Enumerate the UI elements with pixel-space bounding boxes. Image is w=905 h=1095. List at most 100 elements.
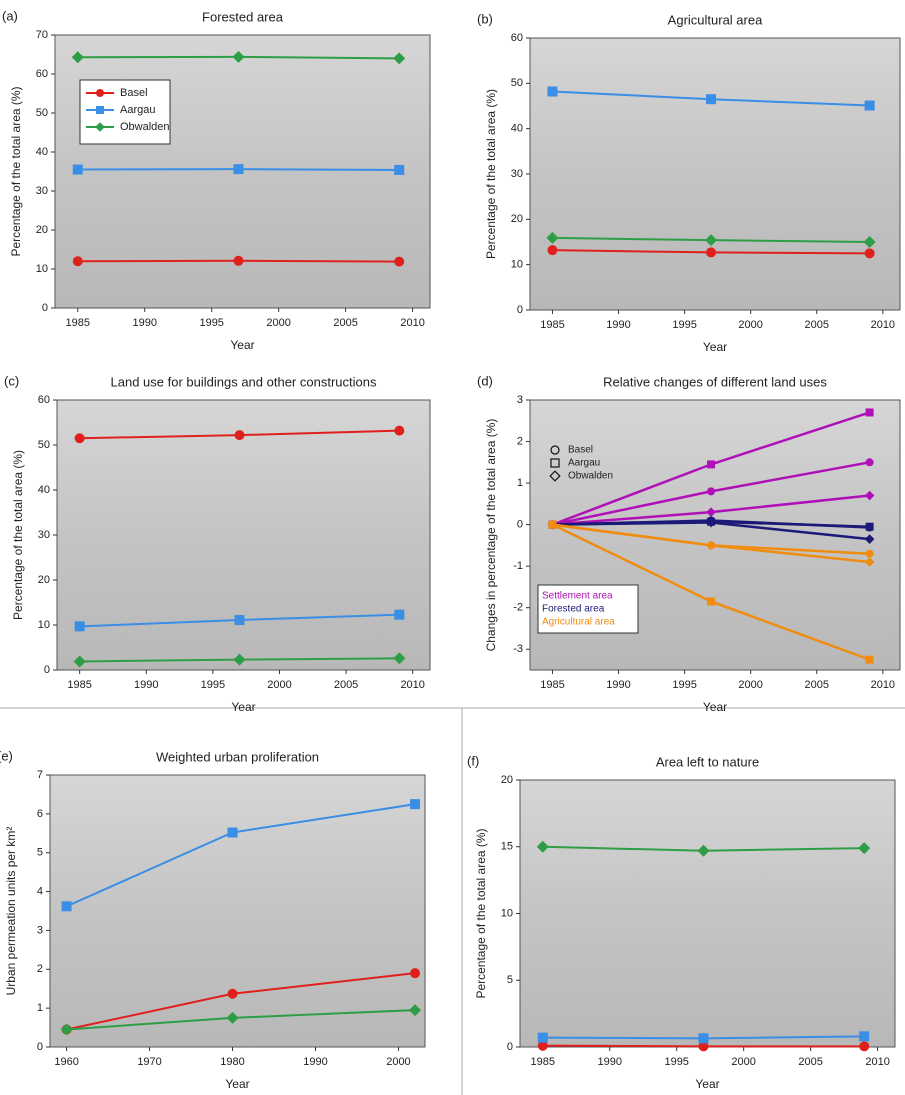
legend-label: Aargau [568, 458, 600, 469]
y-tick-label: 50 [511, 77, 523, 89]
y-tick-label: 0 [42, 302, 48, 314]
marker [865, 549, 874, 558]
x-tick-label: 2005 [805, 679, 829, 691]
x-tick-label: 1985 [531, 1056, 555, 1068]
chart-title: Area left to nature [656, 754, 759, 769]
chart-title: Land use for buildings and other constru… [111, 374, 377, 389]
marker [706, 247, 717, 258]
x-tick-label: 1990 [606, 679, 630, 691]
x-tick-label: 1990 [303, 1056, 327, 1068]
marker [865, 408, 874, 417]
marker [698, 1041, 709, 1052]
legend-label: Forested area [542, 604, 605, 615]
marker [858, 842, 871, 855]
y-tick-label: 3 [37, 924, 43, 936]
y-tick-label: 60 [36, 68, 48, 80]
y-tick-label: 10 [36, 263, 48, 275]
marker [536, 840, 549, 853]
y-tick-label: 10 [511, 259, 523, 271]
marker [95, 122, 105, 132]
marker [234, 430, 245, 441]
marker [410, 799, 421, 810]
marker [227, 988, 238, 999]
y-tick-label: 30 [38, 529, 50, 541]
y-tick-label: -1 [513, 560, 523, 572]
x-tick-label: 2010 [400, 679, 424, 691]
x-tick-label: 1990 [134, 679, 158, 691]
y-tick-label: 0 [507, 1041, 513, 1053]
y-tick-label: 10 [38, 619, 50, 631]
chart-title: Forested area [202, 9, 284, 24]
y-tick-label: 0 [517, 519, 523, 531]
x-tick-label: 1990 [132, 317, 156, 329]
marker [705, 234, 718, 247]
marker [864, 534, 875, 544]
marker [865, 655, 874, 664]
x-tick-label: 1995 [199, 317, 223, 329]
x-tick-label: 2010 [871, 679, 895, 691]
x-tick-label: 1985 [67, 679, 91, 691]
y-tick-label: 1 [37, 1002, 43, 1014]
y-tick-label: 50 [36, 107, 48, 119]
marker [697, 844, 710, 857]
marker [71, 51, 84, 64]
panel-label: (b) [477, 11, 493, 26]
marker [550, 458, 560, 468]
marker [863, 236, 876, 248]
marker [227, 827, 238, 838]
y-tick-label: 4 [37, 885, 43, 897]
marker [865, 458, 874, 467]
plot-background [56, 399, 431, 671]
y-tick-label: 2 [37, 963, 43, 975]
marker [864, 557, 875, 567]
y-tick-label: 1 [517, 477, 523, 489]
y-tick-label: 40 [36, 146, 48, 158]
y-tick-label: 15 [501, 841, 513, 853]
marker [393, 652, 406, 665]
y-tick-label: 20 [501, 774, 513, 786]
marker [707, 597, 716, 606]
panel-label: (a) [2, 8, 18, 23]
y-tick-label: -3 [513, 643, 523, 655]
x-tick-label: 2010 [865, 1056, 889, 1068]
x-tick-label: 1980 [220, 1056, 244, 1068]
y-tick-label: 70 [36, 29, 48, 41]
y-tick-label: 60 [38, 394, 50, 406]
legend-label: Obwalden [120, 121, 170, 133]
marker [537, 1040, 548, 1051]
x-tick-label: 1995 [664, 1056, 688, 1068]
y-axis-label: Percentage of the total area (%) [9, 86, 23, 256]
marker [537, 1032, 548, 1043]
legend-label: Aargau [120, 104, 155, 116]
y-tick-label: 2 [517, 435, 523, 447]
marker [864, 100, 875, 111]
marker [234, 615, 245, 626]
marker [394, 256, 405, 267]
marker [61, 901, 72, 912]
y-axis-label: Urban permeation units per km² [4, 827, 18, 996]
x-axis-label: Year [695, 1077, 719, 1091]
marker [96, 106, 104, 114]
x-tick-label: 2010 [871, 319, 895, 331]
marker [864, 490, 875, 501]
panel-label: (f) [467, 753, 479, 768]
marker [547, 86, 558, 97]
chart-title: Relative changes of different land uses [603, 374, 827, 389]
y-tick-label: 3 [517, 394, 523, 406]
x-tick-label: 1990 [597, 1056, 621, 1068]
x-tick-label: 2005 [805, 319, 829, 331]
marker [859, 1041, 870, 1052]
x-tick-label: 1985 [66, 317, 90, 329]
plot-background [519, 779, 896, 1048]
x-axis-label: Year [703, 340, 727, 354]
x-tick-label: 1960 [54, 1056, 78, 1068]
x-axis-label: Year [230, 338, 254, 352]
legend-label: Obwalden [568, 471, 613, 482]
marker [232, 50, 245, 63]
x-tick-label: 2000 [731, 1056, 755, 1068]
marker [547, 245, 558, 256]
y-tick-label: 30 [36, 185, 48, 197]
panel-label: (d) [477, 373, 493, 388]
marker [706, 540, 716, 551]
